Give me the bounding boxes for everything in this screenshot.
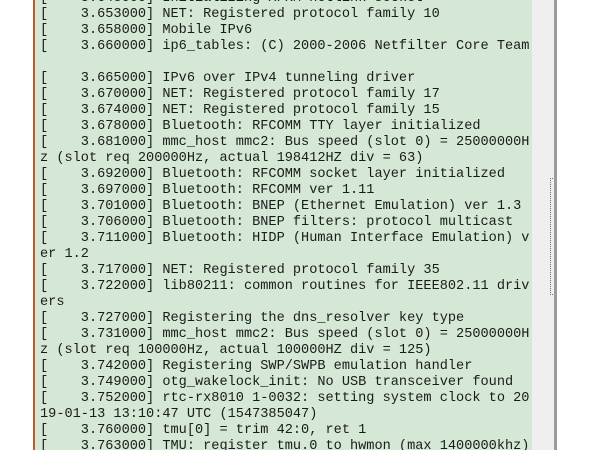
scrollbar-thumb-outline[interactable] [550,178,555,295]
kernel-log-text: [ 3.648000] Initializing XFRM netlink so… [40,0,530,450]
scrollbar-track[interactable] [532,0,555,450]
window-edge-border [554,0,557,450]
left-margin [0,0,33,450]
kernel-log-panel: [ 3.648000] Initializing XFRM netlink so… [33,0,532,450]
